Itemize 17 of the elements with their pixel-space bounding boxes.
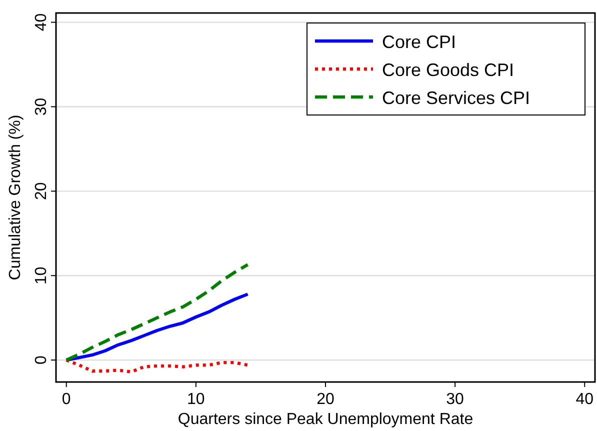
line-series <box>64 263 250 362</box>
y-tick-label: 20 <box>33 182 50 200</box>
x-tick-label: 20 <box>316 391 334 408</box>
y-tick-label: 30 <box>33 98 50 116</box>
line-series <box>64 358 250 374</box>
y-tick-label: 10 <box>33 266 50 285</box>
x-axis-title: Quarters since Peak Unemployment Rate <box>178 411 474 428</box>
x-tick-label: 0 <box>62 391 71 408</box>
x-tick-label: 10 <box>187 391 205 408</box>
legend-label: Core Services CPI <box>382 88 530 108</box>
legend-label: Core CPI <box>382 32 456 52</box>
y-tick-label: 0 <box>33 356 50 364</box>
legend-label: Core Goods CPI <box>382 60 514 80</box>
y-axis-title: Cumulative Growth (%) <box>7 114 24 280</box>
x-tick-label: 40 <box>576 391 594 408</box>
x-tick-label: 30 <box>446 391 464 408</box>
y-tick-label: 40 <box>33 13 50 32</box>
